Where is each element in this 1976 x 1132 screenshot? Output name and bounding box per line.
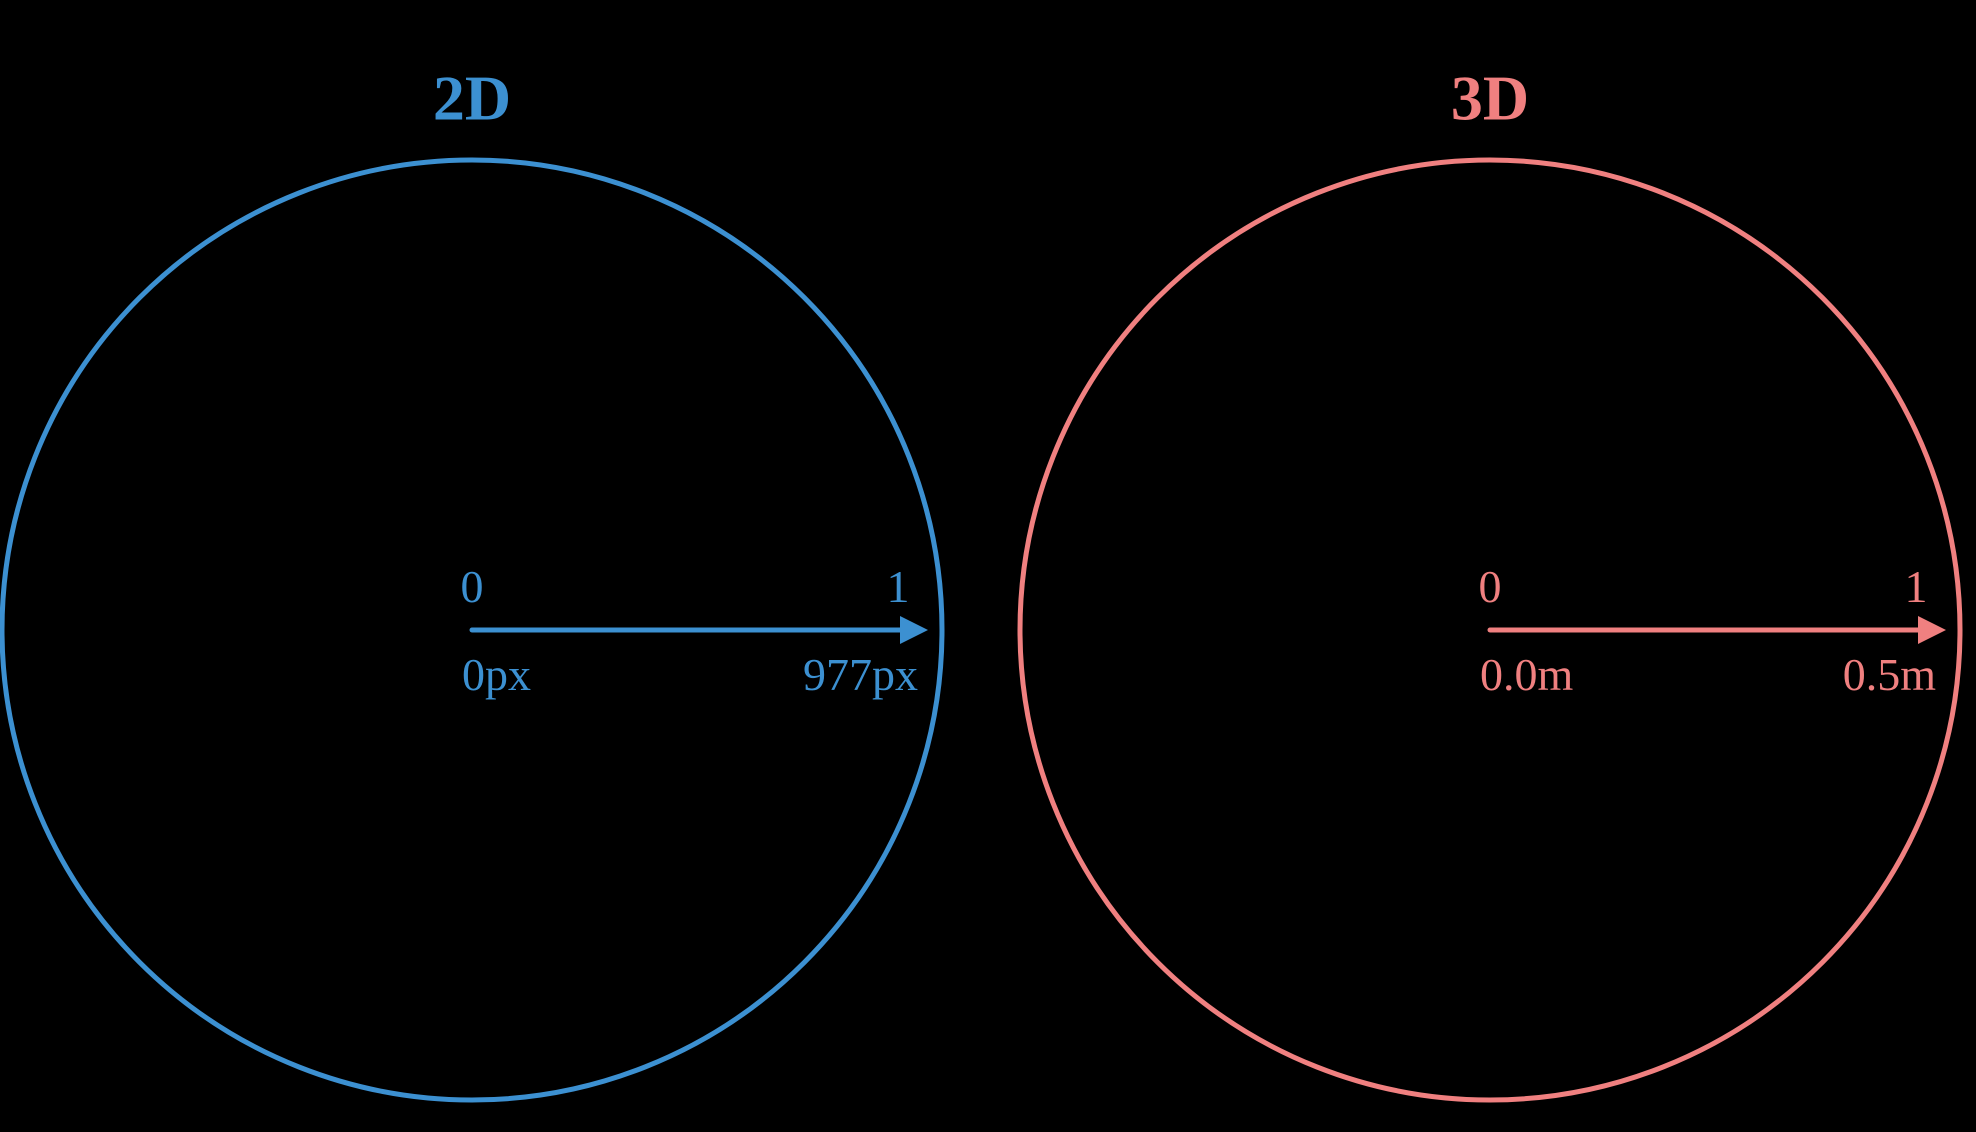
left-origin-label-top: 0 [461, 561, 484, 612]
left-origin-label-bottom: 0px [462, 649, 531, 700]
left-title: 2D [433, 63, 511, 134]
left-radius-arrowhead [900, 616, 928, 644]
right-title: 3D [1451, 63, 1529, 134]
left-tip-label-top: 1 [887, 561, 910, 612]
diagram-svg: 2D 0 1 0px 977px 3D 0 1 0.0m 0.5m [0, 0, 1976, 1132]
right-tip-label-bottom: 0.5m [1843, 649, 1937, 700]
right-origin-label-top: 0 [1479, 561, 1502, 612]
right-origin-label-bottom: 0.0m [1480, 649, 1574, 700]
left-tip-label-bottom: 977px [803, 649, 918, 700]
right-radius-arrowhead [1918, 616, 1946, 644]
right-tip-label-top: 1 [1905, 561, 1928, 612]
